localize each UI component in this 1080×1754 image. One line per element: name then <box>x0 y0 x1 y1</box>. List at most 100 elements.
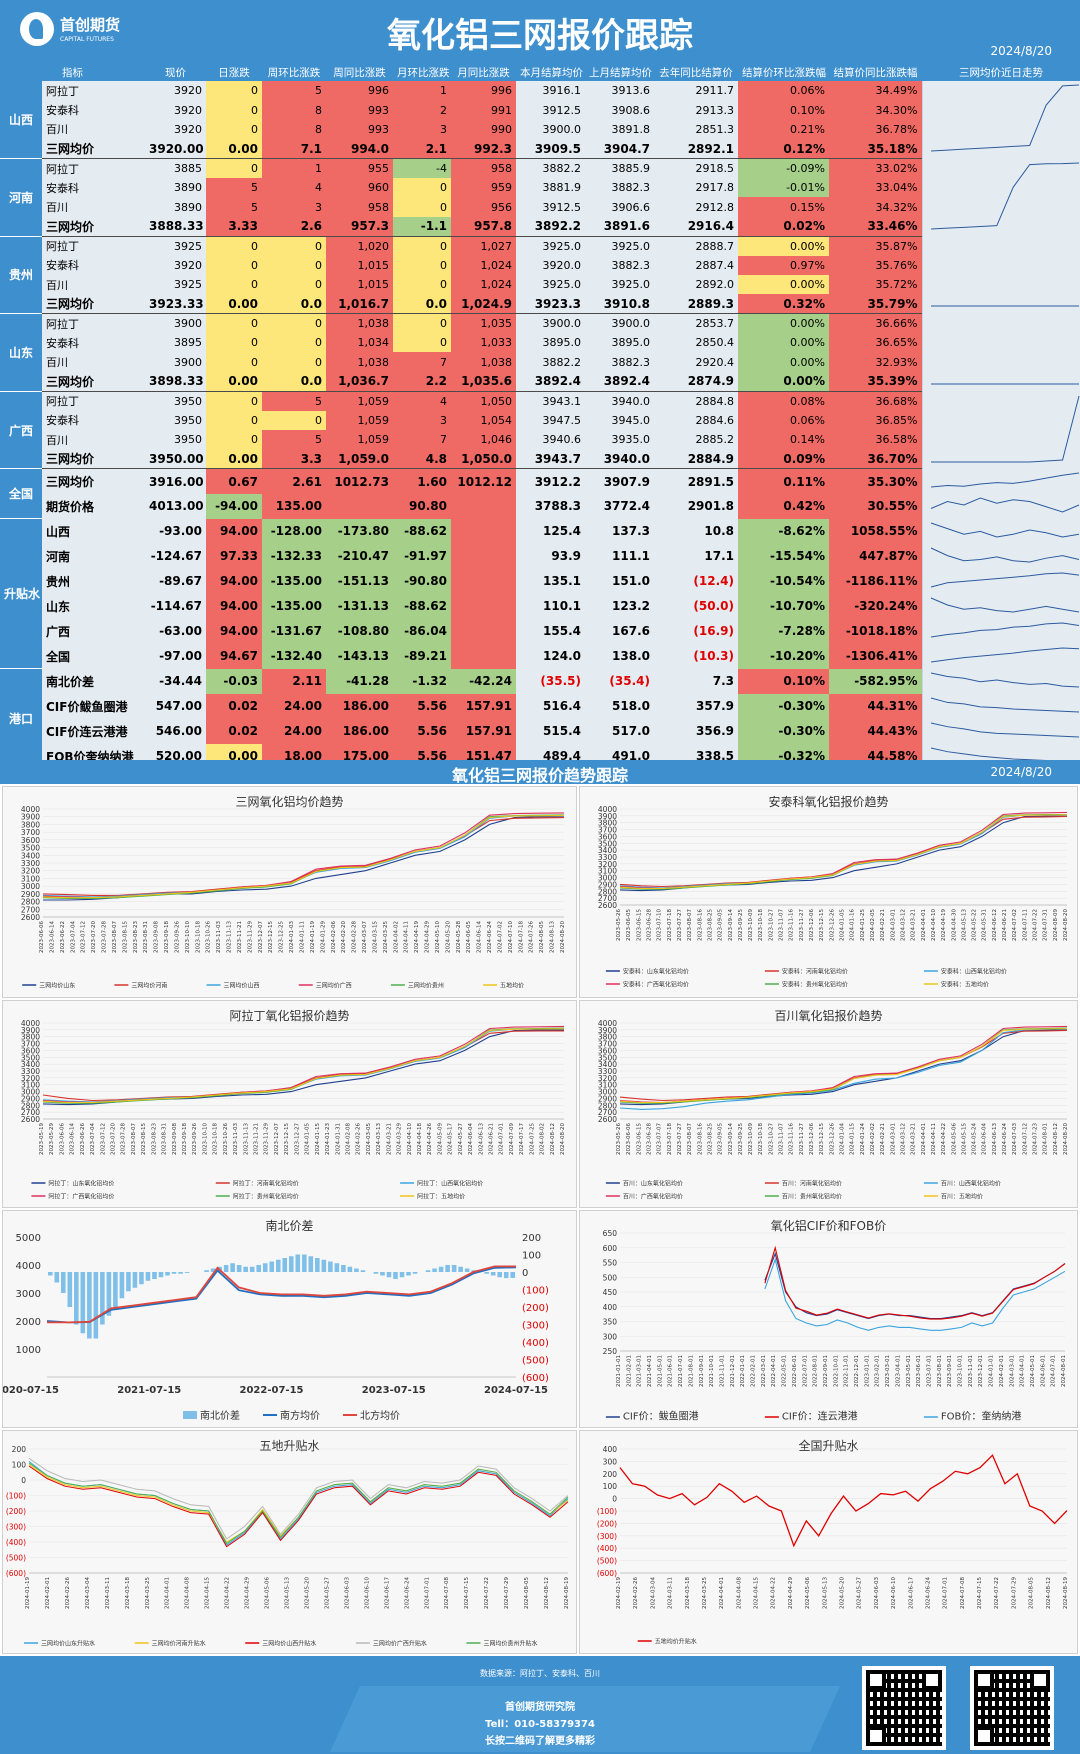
y-tick-label: 3800 <box>21 820 40 829</box>
x-tick-label: 2024-01-05 <box>840 909 846 941</box>
table-cell: 8 <box>262 119 326 140</box>
x-tick-label: 2024-05-27 <box>324 1577 330 1609</box>
table-cell: 94.00 <box>206 618 262 644</box>
table-row: 河南 -124.67 97.33 -132.33 -210.47 -91.97 93.9 11… <box>0 543 1080 569</box>
bar <box>165 1272 170 1276</box>
row-label: 百川 <box>42 274 145 295</box>
y-tick-label: 3900 <box>21 813 40 822</box>
table-cell: 3895 <box>145 333 206 353</box>
table-cell: 5 <box>262 430 326 450</box>
table-cell: 958 <box>326 197 393 217</box>
x-tick-label: 2024-03-18 <box>685 1577 691 1609</box>
y-tick-label: 500 <box>603 1273 618 1282</box>
table-cell: 3943.1 <box>516 391 585 411</box>
bar <box>360 1270 366 1272</box>
row-label: 三网均价 <box>42 468 145 494</box>
table-cell: 3920 <box>145 255 206 275</box>
x-tick-label: 2023-11-27 <box>799 1123 805 1155</box>
sparkline-line <box>930 672 1079 688</box>
sparkline <box>930 622 1079 638</box>
table-cell: 35.39% <box>829 371 922 392</box>
table-cell: 3 <box>393 119 451 140</box>
sparkline-line <box>930 647 1079 663</box>
table-cell: 0 <box>262 333 326 353</box>
table-cell: 2.6 <box>262 216 326 237</box>
table-cell: 3900.0 <box>516 313 585 334</box>
table-cell: -90.80 <box>393 568 451 594</box>
x-tick-label: 2023-12-15 <box>268 921 274 953</box>
x-tick-label: 2023-06-15 <box>636 1123 642 1155</box>
x-tick-label: 2023-11-29 <box>247 921 253 953</box>
y-tick-label: 450 <box>603 1288 618 1297</box>
series-line <box>42 817 565 896</box>
y-tick-label: 300 <box>603 1332 618 1341</box>
table-cell: 3920 <box>145 100 206 120</box>
trend-sparkline-cell <box>921 468 1080 494</box>
table-cell: 44.31% <box>829 693 922 719</box>
x-tick-label: 2024-03-12 <box>900 909 906 941</box>
table-cell: 5 <box>262 81 326 101</box>
x-tick-label: 2023-11-03 <box>233 1123 239 1155</box>
y-tick-label: (100) <box>597 1507 617 1516</box>
x-tick-label: 2024-02-26 <box>65 1577 71 1609</box>
y-tick-label: 0 <box>21 1476 26 1485</box>
table-cell: 1,050.0 <box>451 449 516 470</box>
table-cell: 0 <box>262 352 326 372</box>
chart-svg: 2001000(100)(200)(300)(400)(500)(600)202… <box>6 1445 570 1648</box>
table-cell: 3909.5 <box>516 139 585 160</box>
row-label: 三网均价 <box>42 139 145 160</box>
table-cell: 0.06% <box>738 410 829 431</box>
x-tick-label: 2024-04-18 <box>417 1123 423 1155</box>
series-line <box>619 813 1068 889</box>
table-cell: 2913.3 <box>654 100 738 120</box>
table-cell: 34.49% <box>829 81 922 101</box>
table-cell: (10.3) <box>654 643 738 669</box>
row-label: 百川 <box>42 352 145 372</box>
x-tick-label: 2024-03-21 <box>911 909 917 941</box>
chart-title: 全国升贴水 <box>798 1439 859 1453</box>
y-tick-label: 2000 <box>16 1317 41 1328</box>
bar <box>87 1272 92 1339</box>
group-label: 广西 <box>0 391 42 470</box>
x-tick-label: 2024-01-15 <box>850 1123 856 1155</box>
qr-code-icon[interactable] <box>970 1666 1054 1750</box>
x-tick-label: 2024-07-03 <box>1012 1123 1018 1155</box>
x-tick-label: 2023-09-05 <box>718 909 724 941</box>
bar <box>106 1272 112 1316</box>
table-cell: 0 <box>206 236 262 256</box>
logo-icon <box>20 12 54 46</box>
x-tick-label: 2023-07-07 <box>657 1123 663 1155</box>
table-cell: 3 <box>262 197 326 217</box>
x-tick-label: 2022-05-01 <box>782 1355 788 1387</box>
table-cell: 35.30% <box>829 468 922 494</box>
x-tick-label: 2024-01-05 <box>305 1123 311 1155</box>
x-tick-label: 2024-06-03 <box>874 1577 880 1609</box>
table-cell: 137.3 <box>585 518 654 544</box>
table-cell: 0.08% <box>738 391 829 411</box>
qr-code-icon[interactable] <box>862 1666 946 1750</box>
x-tick-label: 2023-06-14 <box>70 1123 76 1155</box>
bar <box>243 1266 248 1272</box>
bar <box>145 1272 151 1281</box>
x-tick-label: 2024-06-13 <box>478 1123 484 1155</box>
bar <box>262 1263 268 1272</box>
table-cell: 2920.4 <box>654 352 738 372</box>
logo-name: 首创期货 <box>60 16 121 34</box>
table-cell: 2888.7 <box>654 236 738 256</box>
legend-label: 三网均价山西升贴水 <box>262 1640 316 1648</box>
table-cell: 357.9 <box>654 693 738 719</box>
table-cell: 2917.8 <box>654 177 738 198</box>
table-row: 期货价格 4013.00 -94.00 135.00 90.80 3788.3 3772.4… <box>0 493 1080 519</box>
x-tick-label: 2024-07-01 <box>424 1577 430 1609</box>
table-cell: 0.00 <box>206 139 262 160</box>
table-cell: -131.13 <box>326 593 393 619</box>
chart-svg: 4000390038003700360035003400330032003100… <box>598 1019 1069 1201</box>
bar <box>497 1272 502 1278</box>
x-tick-label: 2023-10-10 <box>202 1123 208 1155</box>
table-cell: 994.0 <box>326 139 393 160</box>
table-cell: 1,038 <box>326 352 393 372</box>
x-tick-label: 2024-03-18 <box>125 1577 131 1609</box>
x-tick-label: 2024-08-01 <box>1061 1355 1067 1387</box>
table-cell: 2851.3 <box>654 119 738 140</box>
table-cell: 1 <box>393 81 451 101</box>
